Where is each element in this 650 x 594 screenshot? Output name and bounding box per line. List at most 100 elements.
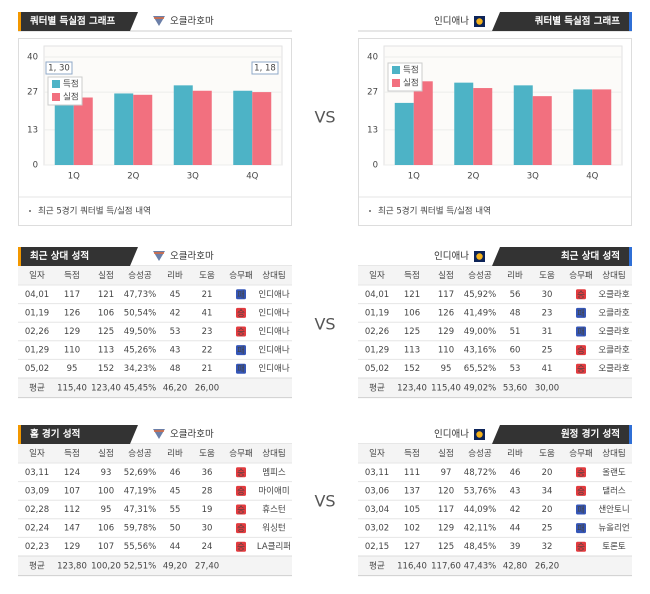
table-cell: 02,28 xyxy=(25,505,49,515)
annotation: 1, 18 xyxy=(254,64,276,74)
table-cell: 97 xyxy=(441,468,452,478)
table-cell: 43 xyxy=(510,486,521,496)
table-cell: LA클리퍼 xyxy=(257,542,291,552)
table-cell: 42 xyxy=(170,308,181,318)
bar xyxy=(573,89,593,165)
column-header: 리바 xyxy=(507,448,523,459)
table-cell: 오클라호 xyxy=(598,308,629,318)
column-header: 승무패 xyxy=(229,270,252,281)
table-cell: 25 xyxy=(542,524,553,534)
chart-note: 최근 5경기 쿼터별 득/실점 내역 xyxy=(378,206,491,217)
table-cell: 34,23% xyxy=(124,364,156,374)
table-cell: 05,02 xyxy=(25,364,49,374)
result-text: 패 xyxy=(577,308,585,319)
table-cell: 106 xyxy=(98,524,114,534)
table-cell: 22 xyxy=(202,346,213,356)
column-header: 상대팀 xyxy=(602,448,625,459)
y-tick-label: 13 xyxy=(367,125,378,135)
column-header: 리바 xyxy=(167,448,183,459)
column-header: 승무패 xyxy=(229,448,252,459)
table-cell: 48,45% xyxy=(464,542,496,552)
column-header: 승성공 xyxy=(128,449,152,459)
result-icon xyxy=(236,307,246,318)
average-cell: 평균 xyxy=(369,382,385,393)
table-cell: 02,15 xyxy=(365,542,389,552)
bar xyxy=(592,89,612,165)
table-cell: 19 xyxy=(202,505,213,515)
table-cell: 03,02 xyxy=(365,524,389,534)
table-cell: 42,11% xyxy=(464,524,496,534)
average-cell: 27,40 xyxy=(195,561,219,571)
table-cell: 토론토 xyxy=(602,542,626,552)
y-tick-label: 40 xyxy=(27,53,38,63)
table-cell: 올랜도 xyxy=(602,467,626,478)
table-cell: 48,72% xyxy=(464,468,496,478)
vs-label: VS xyxy=(314,315,335,334)
table-cell: 55,56% xyxy=(124,542,156,552)
result-text: 승 xyxy=(237,328,245,338)
result-text: 승 xyxy=(577,346,585,356)
team-name: 인디애나 xyxy=(434,251,469,262)
header-tab xyxy=(492,12,632,31)
table-cell: 105 xyxy=(404,505,420,515)
header-stripe xyxy=(18,247,21,266)
table-cell: 129 xyxy=(438,524,454,534)
table-cell: 오클라호 xyxy=(598,346,629,356)
table-cell: 129 xyxy=(64,542,80,552)
table-cell: 46 xyxy=(510,468,521,478)
table-cell: 41 xyxy=(542,364,553,374)
x-tick-label: 3Q xyxy=(187,172,199,182)
header-title: 홈 경기 성적 xyxy=(30,428,80,440)
y-tick-label: 27 xyxy=(27,88,38,98)
result-text: 승 xyxy=(237,524,245,534)
table-cell: 21 xyxy=(202,364,213,374)
header-title: 최근 상대 성적 xyxy=(30,250,89,262)
table-cell: 47,19% xyxy=(124,486,156,496)
table-cell: 137 xyxy=(404,486,420,496)
average-cell: 평균 xyxy=(29,560,45,571)
table-cell: 111 xyxy=(404,468,420,478)
average-row-bg xyxy=(18,556,292,576)
table-cell: 121 xyxy=(98,290,114,300)
header-stripe xyxy=(629,12,632,31)
header-stripe xyxy=(629,247,632,266)
x-tick-label: 1Q xyxy=(408,172,420,182)
table-cell: 23 xyxy=(542,308,553,318)
average-cell: 100,20 xyxy=(91,561,121,571)
table-cell: 100 xyxy=(98,486,114,496)
result-icon xyxy=(236,467,246,478)
table-cell: 오클라호 xyxy=(598,364,629,374)
annotation-box xyxy=(45,61,73,75)
table-header-bg xyxy=(358,266,632,285)
legend-swatch xyxy=(392,79,400,87)
result-icon xyxy=(576,307,586,318)
table-cell: 02,26 xyxy=(25,327,49,337)
result-text: 승 xyxy=(577,365,585,375)
column-header: 상대팀 xyxy=(602,270,625,281)
column-header: 득점 xyxy=(64,448,80,459)
table-header-bg xyxy=(18,444,292,463)
table-cell: 49,50% xyxy=(124,327,156,337)
table-cell: 인디애나 xyxy=(258,363,289,374)
table-cell: 126 xyxy=(64,308,80,318)
result-icon xyxy=(576,467,586,478)
table-cell: 93 xyxy=(101,468,112,478)
table-cell: 147 xyxy=(64,524,80,534)
column-header: 상대팀 xyxy=(262,270,285,281)
average-cell: 30,00 xyxy=(535,383,559,393)
table-cell: 113 xyxy=(98,346,114,356)
y-tick-label: 13 xyxy=(27,125,38,135)
table-cell: 112 xyxy=(64,505,80,515)
table-cell: 03,06 xyxy=(365,486,389,496)
average-cell: 46,20 xyxy=(163,383,187,393)
bar xyxy=(233,90,253,165)
table-cell: 01,19 xyxy=(25,308,49,318)
table-cell: 107 xyxy=(98,542,114,552)
table-cell: 45 xyxy=(170,486,181,496)
y-tick-label: 0 xyxy=(373,161,378,171)
column-header: 승성공 xyxy=(468,449,492,459)
result-text: 패 xyxy=(237,289,245,300)
table-cell: 인디애나 xyxy=(258,345,289,356)
table-cell: 125 xyxy=(438,542,454,552)
